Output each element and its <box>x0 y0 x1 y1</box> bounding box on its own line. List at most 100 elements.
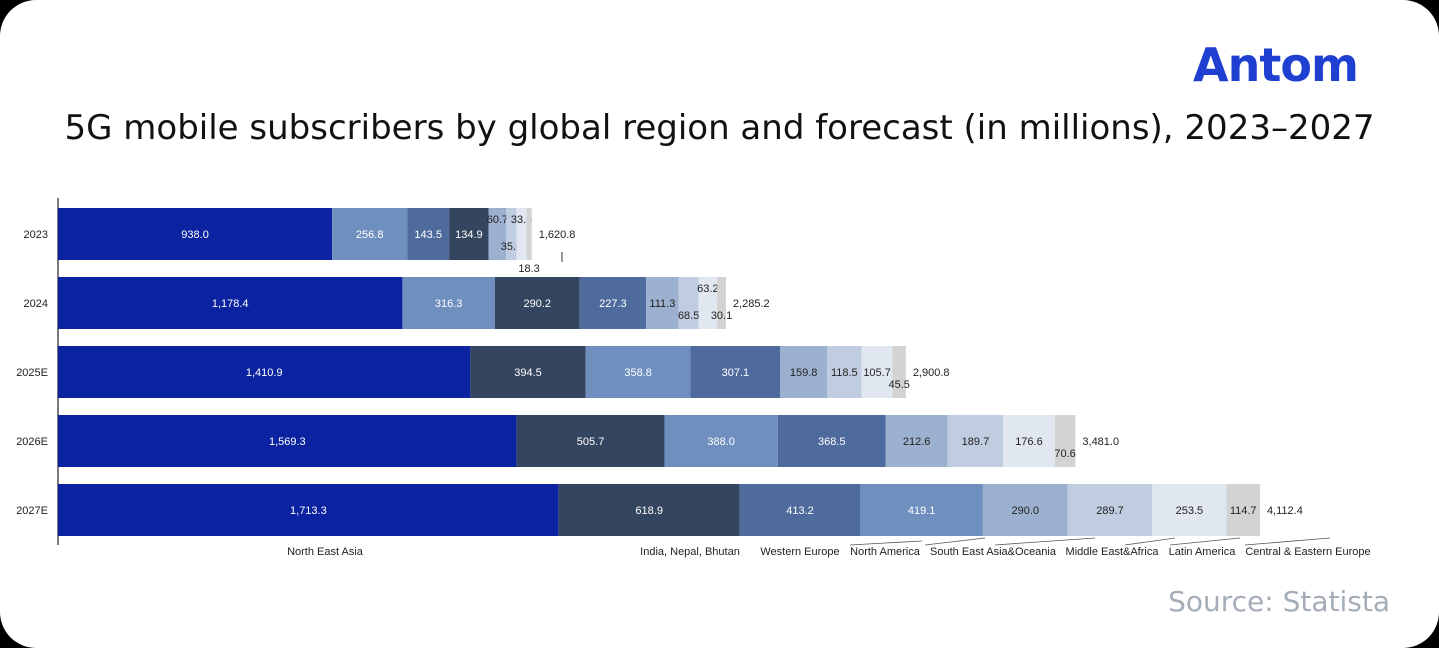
data-label: 1,178.4 <box>212 298 249 310</box>
total-label: 2,900.8 <box>913 367 950 379</box>
legend-label: North East Asia <box>287 546 364 558</box>
data-label: 290.0 <box>1012 505 1040 517</box>
legend-label: Central & Eastern Europe <box>1245 546 1370 558</box>
data-label: 1,410.9 <box>246 367 283 379</box>
legend-connector <box>924 537 986 546</box>
bar-segment <box>982 484 1068 536</box>
bar-segment <box>58 346 471 398</box>
data-label: 111.3 <box>649 298 675 310</box>
bar-segment <box>777 415 886 467</box>
data-label: 413.2 <box>786 505 814 517</box>
total-label: 4,112.4 <box>1267 505 1303 517</box>
y-tick-label: 2026E <box>16 436 48 448</box>
data-label: 1,713.3 <box>290 505 327 517</box>
data-label: 70.6 <box>1054 448 1075 460</box>
bar-segment <box>1226 484 1260 536</box>
data-label: 253.5 <box>1176 505 1204 517</box>
y-tick-label: 2025E <box>16 367 48 379</box>
bar-segment <box>739 484 861 536</box>
bar-segment <box>585 346 691 398</box>
data-label: 134.9 <box>455 229 483 241</box>
data-label: 105.7 <box>863 367 891 379</box>
bar-segment <box>58 415 517 467</box>
legend-label: Western Europe <box>760 546 839 558</box>
data-label: 143.5 <box>414 229 442 241</box>
bar-segment <box>826 346 862 398</box>
total-label: 2,285.2 <box>733 298 770 310</box>
data-label: 189.7 <box>962 436 990 448</box>
bar-segment <box>860 484 983 536</box>
bar-segment <box>58 277 403 329</box>
source-credit: Source: Statista <box>1168 585 1390 618</box>
data-label: 68.5 <box>678 310 699 322</box>
data-label: 505.7 <box>577 436 605 448</box>
data-label: 118.5 <box>831 367 858 379</box>
data-label: 30.1 <box>711 310 732 322</box>
legend-label: South East Asia&Oceania <box>930 546 1057 558</box>
bar-segment <box>1003 415 1055 467</box>
data-label: 289.7 <box>1096 505 1124 517</box>
data-label: 114.7 <box>1230 505 1257 517</box>
bar-segment <box>526 208 532 260</box>
bar-segment <box>664 415 778 467</box>
bar-segment <box>506 208 517 260</box>
bar-segment <box>579 277 647 329</box>
legend-connector <box>1244 537 1331 546</box>
bar-segment <box>402 277 495 329</box>
data-label: 212.6 <box>903 436 931 448</box>
bar-segment <box>1152 484 1227 536</box>
data-label: 316.3 <box>435 298 463 310</box>
data-label: 63.2 <box>697 283 718 295</box>
legend-connector <box>1169 537 1241 546</box>
data-label: 618.9 <box>635 505 663 517</box>
bar-segment <box>678 277 699 329</box>
y-tick-label: 2024 <box>24 298 48 310</box>
data-label: 60.7 <box>487 214 508 226</box>
bar-segment <box>690 346 781 398</box>
data-label: 938.0 <box>181 229 209 241</box>
data-label: 1,569.3 <box>269 436 306 448</box>
data-label: 18.3 <box>518 263 539 275</box>
data-label: 358.8 <box>624 367 652 379</box>
legend-connector <box>849 540 923 546</box>
bar-segment <box>407 208 450 260</box>
brand-logo: Antom <box>1193 38 1359 92</box>
legend-label: Latin America <box>1169 546 1237 558</box>
legend-connector <box>994 537 1096 546</box>
bar-segment <box>58 484 559 536</box>
bar-segment <box>947 415 1004 467</box>
bar-segment <box>558 484 740 536</box>
data-label: 159.8 <box>790 367 818 379</box>
total-label: 3,481.0 <box>1082 436 1119 448</box>
bar-segment <box>58 208 333 260</box>
chart-title: 5G mobile subscribers by global region a… <box>64 108 1375 148</box>
bar-segment <box>494 277 580 329</box>
bar-segment <box>488 208 507 260</box>
bar-segment <box>780 346 827 398</box>
bar-segment <box>885 415 948 467</box>
data-label: 394.5 <box>514 367 542 379</box>
bar-segment <box>470 346 586 398</box>
legend-label: India, Nepal, Bhutan <box>640 546 740 558</box>
data-label: 419.1 <box>908 505 936 517</box>
data-label: 45.5 <box>888 379 909 391</box>
bar-segment <box>1054 415 1076 467</box>
legend-connector <box>1124 537 1176 546</box>
legend-label: Middle East&Africa <box>1066 546 1160 558</box>
bar-segment <box>698 277 718 329</box>
data-label: 290.2 <box>524 298 552 310</box>
y-tick-label: 2023 <box>24 229 48 241</box>
data-label: 227.3 <box>599 298 627 310</box>
y-tick-label: 2027E <box>16 505 48 517</box>
bar-segment <box>449 208 489 260</box>
data-label: 368.5 <box>818 436 846 448</box>
bar-segment <box>332 208 408 260</box>
total-label: 1,620.8 <box>539 229 576 241</box>
bar-segment <box>516 415 665 467</box>
bar-segment <box>646 277 679 329</box>
bar-segment <box>516 208 527 260</box>
bar-segment <box>861 346 893 398</box>
bar-segment <box>892 346 906 398</box>
